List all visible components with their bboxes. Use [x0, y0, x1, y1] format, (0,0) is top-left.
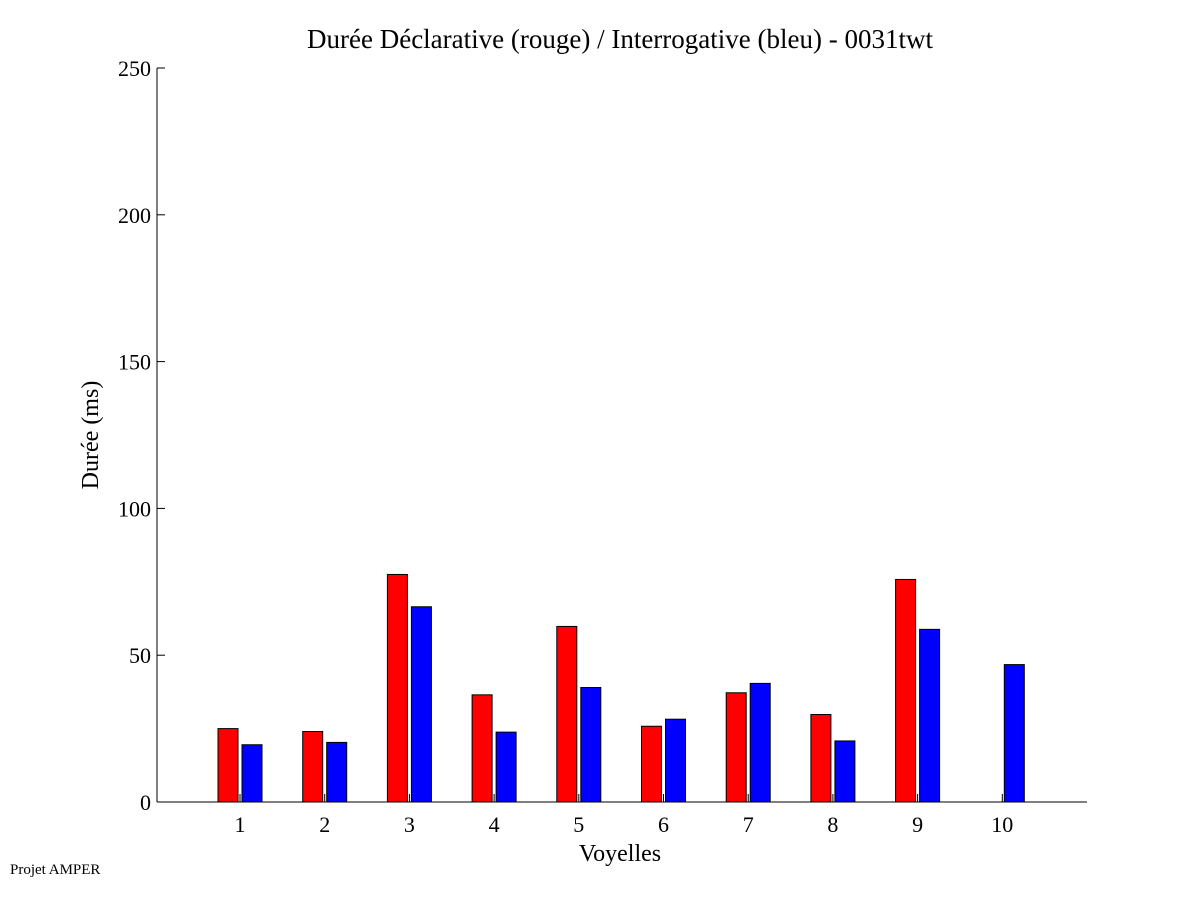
bar-interrogative-1 — [241, 744, 263, 803]
bar-interrogative-8 — [834, 740, 856, 803]
bar-declarative-3 — [386, 573, 408, 803]
x-tick-label: 3 — [404, 812, 415, 837]
bar-declarative-4 — [471, 694, 493, 803]
bar-interrogative-3 — [410, 606, 432, 803]
bar-declarative-6 — [641, 725, 662, 803]
y-tick-label: 50 — [129, 643, 151, 668]
x-tick-label: 6 — [658, 812, 669, 837]
bar-interrogative-7 — [749, 682, 771, 803]
y-tick-label: 150 — [118, 350, 151, 375]
x-tick-label: 7 — [743, 812, 754, 837]
bar-interrogative-2 — [326, 741, 348, 803]
bar-declarative-2 — [302, 731, 324, 803]
plot-area — [217, 573, 1025, 803]
x-tick-label: 10 — [991, 812, 1013, 837]
bar-declarative-8 — [810, 714, 832, 803]
bar-interrogative-9 — [919, 628, 941, 803]
x-tick-label: 2 — [319, 812, 330, 837]
y-tick-label: 250 — [118, 56, 151, 81]
chart-title: Durée Déclarative (rouge) / Interrogativ… — [307, 24, 933, 54]
bar-interrogative-5 — [580, 686, 602, 803]
bar-interrogative-6 — [665, 718, 686, 803]
y-tick-label: 100 — [118, 496, 151, 521]
y-axis-label: Durée (ms) — [78, 381, 104, 490]
x-tick-label: 4 — [489, 812, 500, 837]
bar-declarative-1 — [217, 728, 239, 803]
x-tick-label: 1 — [235, 812, 246, 837]
footer-note: Projet AMPER — [10, 862, 101, 878]
x-tick-label: 9 — [912, 812, 923, 837]
bar-interrogative-10 — [1003, 664, 1025, 803]
x-axis: 1 2 3 4 5 6 7 8 9 10 — [157, 794, 1087, 837]
x-tick-label: 8 — [827, 812, 838, 837]
bar-declarative-5 — [556, 625, 578, 803]
bar-interrogative-4 — [495, 731, 517, 803]
x-tick-label: 5 — [573, 812, 584, 837]
bar-declarative-7 — [725, 692, 747, 803]
y-axis: 0 50 100 150 200 250 — [118, 56, 165, 815]
y-tick-label: 0 — [140, 790, 151, 815]
y-tick-label: 200 — [118, 203, 151, 228]
bar-declarative-9 — [895, 578, 917, 803]
x-axis-label: Voyelles — [579, 841, 661, 867]
